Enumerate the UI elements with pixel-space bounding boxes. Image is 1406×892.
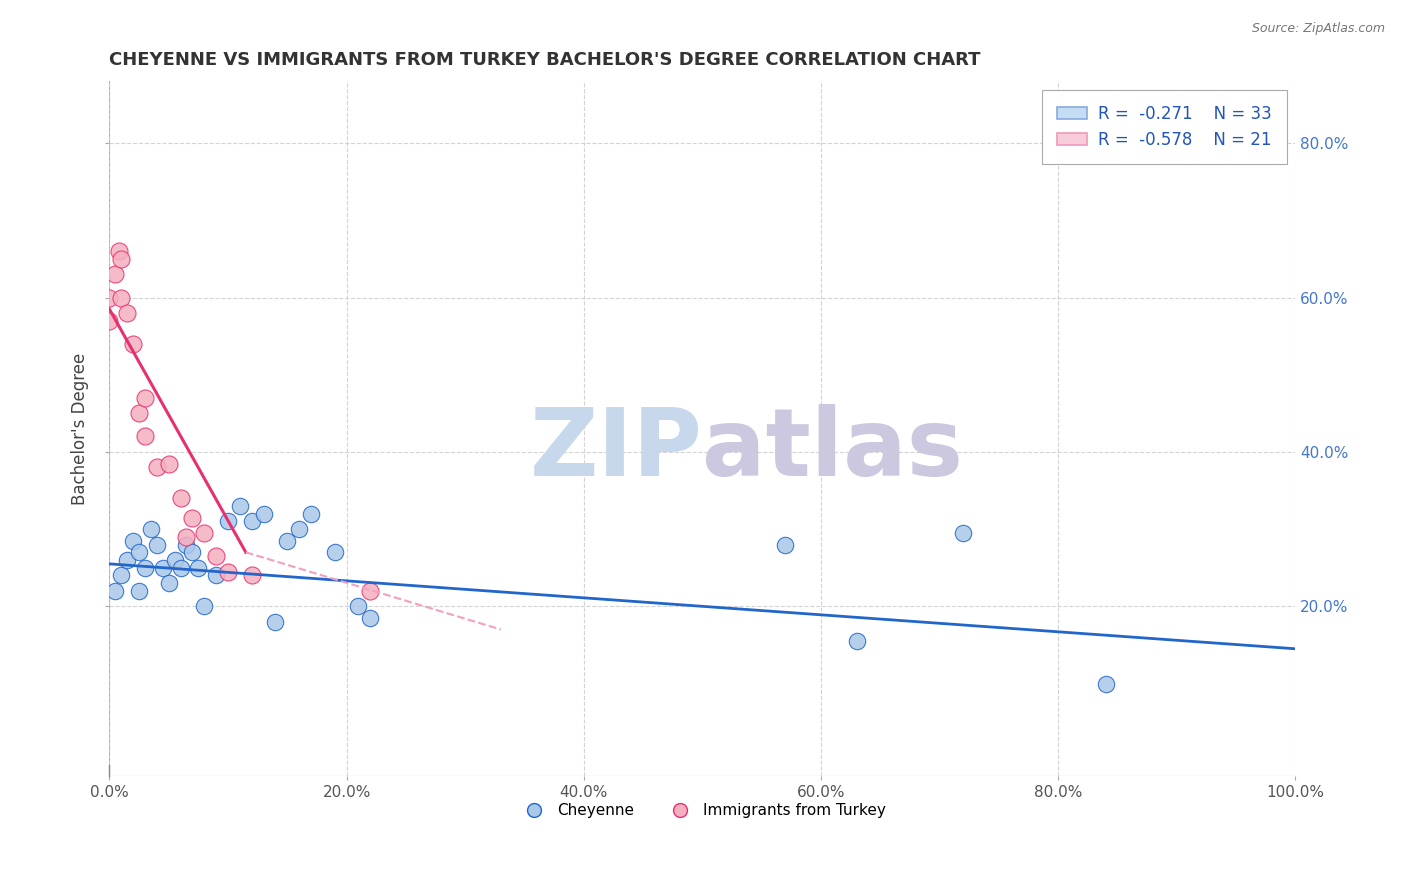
Point xyxy=(157,576,180,591)
Point xyxy=(128,545,150,559)
Point xyxy=(169,560,191,574)
Point xyxy=(229,499,252,513)
Point xyxy=(139,522,162,536)
Point xyxy=(104,268,127,282)
Point xyxy=(98,291,121,305)
Point xyxy=(176,537,198,551)
Point xyxy=(110,291,132,305)
Point xyxy=(134,391,156,405)
Point xyxy=(122,336,145,351)
Point xyxy=(299,507,322,521)
Point xyxy=(128,583,150,598)
Legend: Cheyenne, Immigrants from Turkey: Cheyenne, Immigrants from Turkey xyxy=(513,797,891,824)
Point xyxy=(146,460,169,475)
Point xyxy=(845,634,868,648)
Point xyxy=(347,599,370,614)
Point xyxy=(240,568,263,582)
Point xyxy=(217,515,239,529)
Text: atlas: atlas xyxy=(703,403,963,496)
Point xyxy=(152,560,174,574)
Point xyxy=(252,507,274,521)
Point xyxy=(276,533,298,548)
Point xyxy=(264,615,287,629)
Point xyxy=(163,553,186,567)
Point xyxy=(359,611,381,625)
Point xyxy=(205,568,228,582)
Point xyxy=(217,565,239,579)
Text: CHEYENNE VS IMMIGRANTS FROM TURKEY BACHELOR'S DEGREE CORRELATION CHART: CHEYENNE VS IMMIGRANTS FROM TURKEY BACHE… xyxy=(110,51,981,69)
Point xyxy=(193,599,215,614)
Point xyxy=(108,244,131,259)
Point xyxy=(104,583,127,598)
Point xyxy=(115,553,138,567)
Point xyxy=(115,306,138,320)
Point xyxy=(240,515,263,529)
Text: ZIP: ZIP xyxy=(530,403,703,496)
Point xyxy=(157,457,180,471)
Text: Source: ZipAtlas.com: Source: ZipAtlas.com xyxy=(1251,22,1385,36)
Point xyxy=(205,549,228,563)
Point xyxy=(110,568,132,582)
Point xyxy=(169,491,191,506)
Point xyxy=(775,537,797,551)
Point xyxy=(181,545,204,559)
Point xyxy=(1094,676,1116,690)
Point xyxy=(122,533,145,548)
Point xyxy=(176,530,198,544)
Point xyxy=(110,252,132,266)
Point xyxy=(134,560,156,574)
Point xyxy=(181,510,204,524)
Point xyxy=(359,583,381,598)
Point xyxy=(134,429,156,443)
Point xyxy=(323,545,346,559)
Point xyxy=(128,406,150,420)
Point xyxy=(146,537,169,551)
Point xyxy=(98,314,121,328)
Y-axis label: Bachelor's Degree: Bachelor's Degree xyxy=(72,352,89,505)
Point xyxy=(288,522,311,536)
Point xyxy=(952,526,974,541)
Point xyxy=(187,560,209,574)
Point xyxy=(193,526,215,541)
